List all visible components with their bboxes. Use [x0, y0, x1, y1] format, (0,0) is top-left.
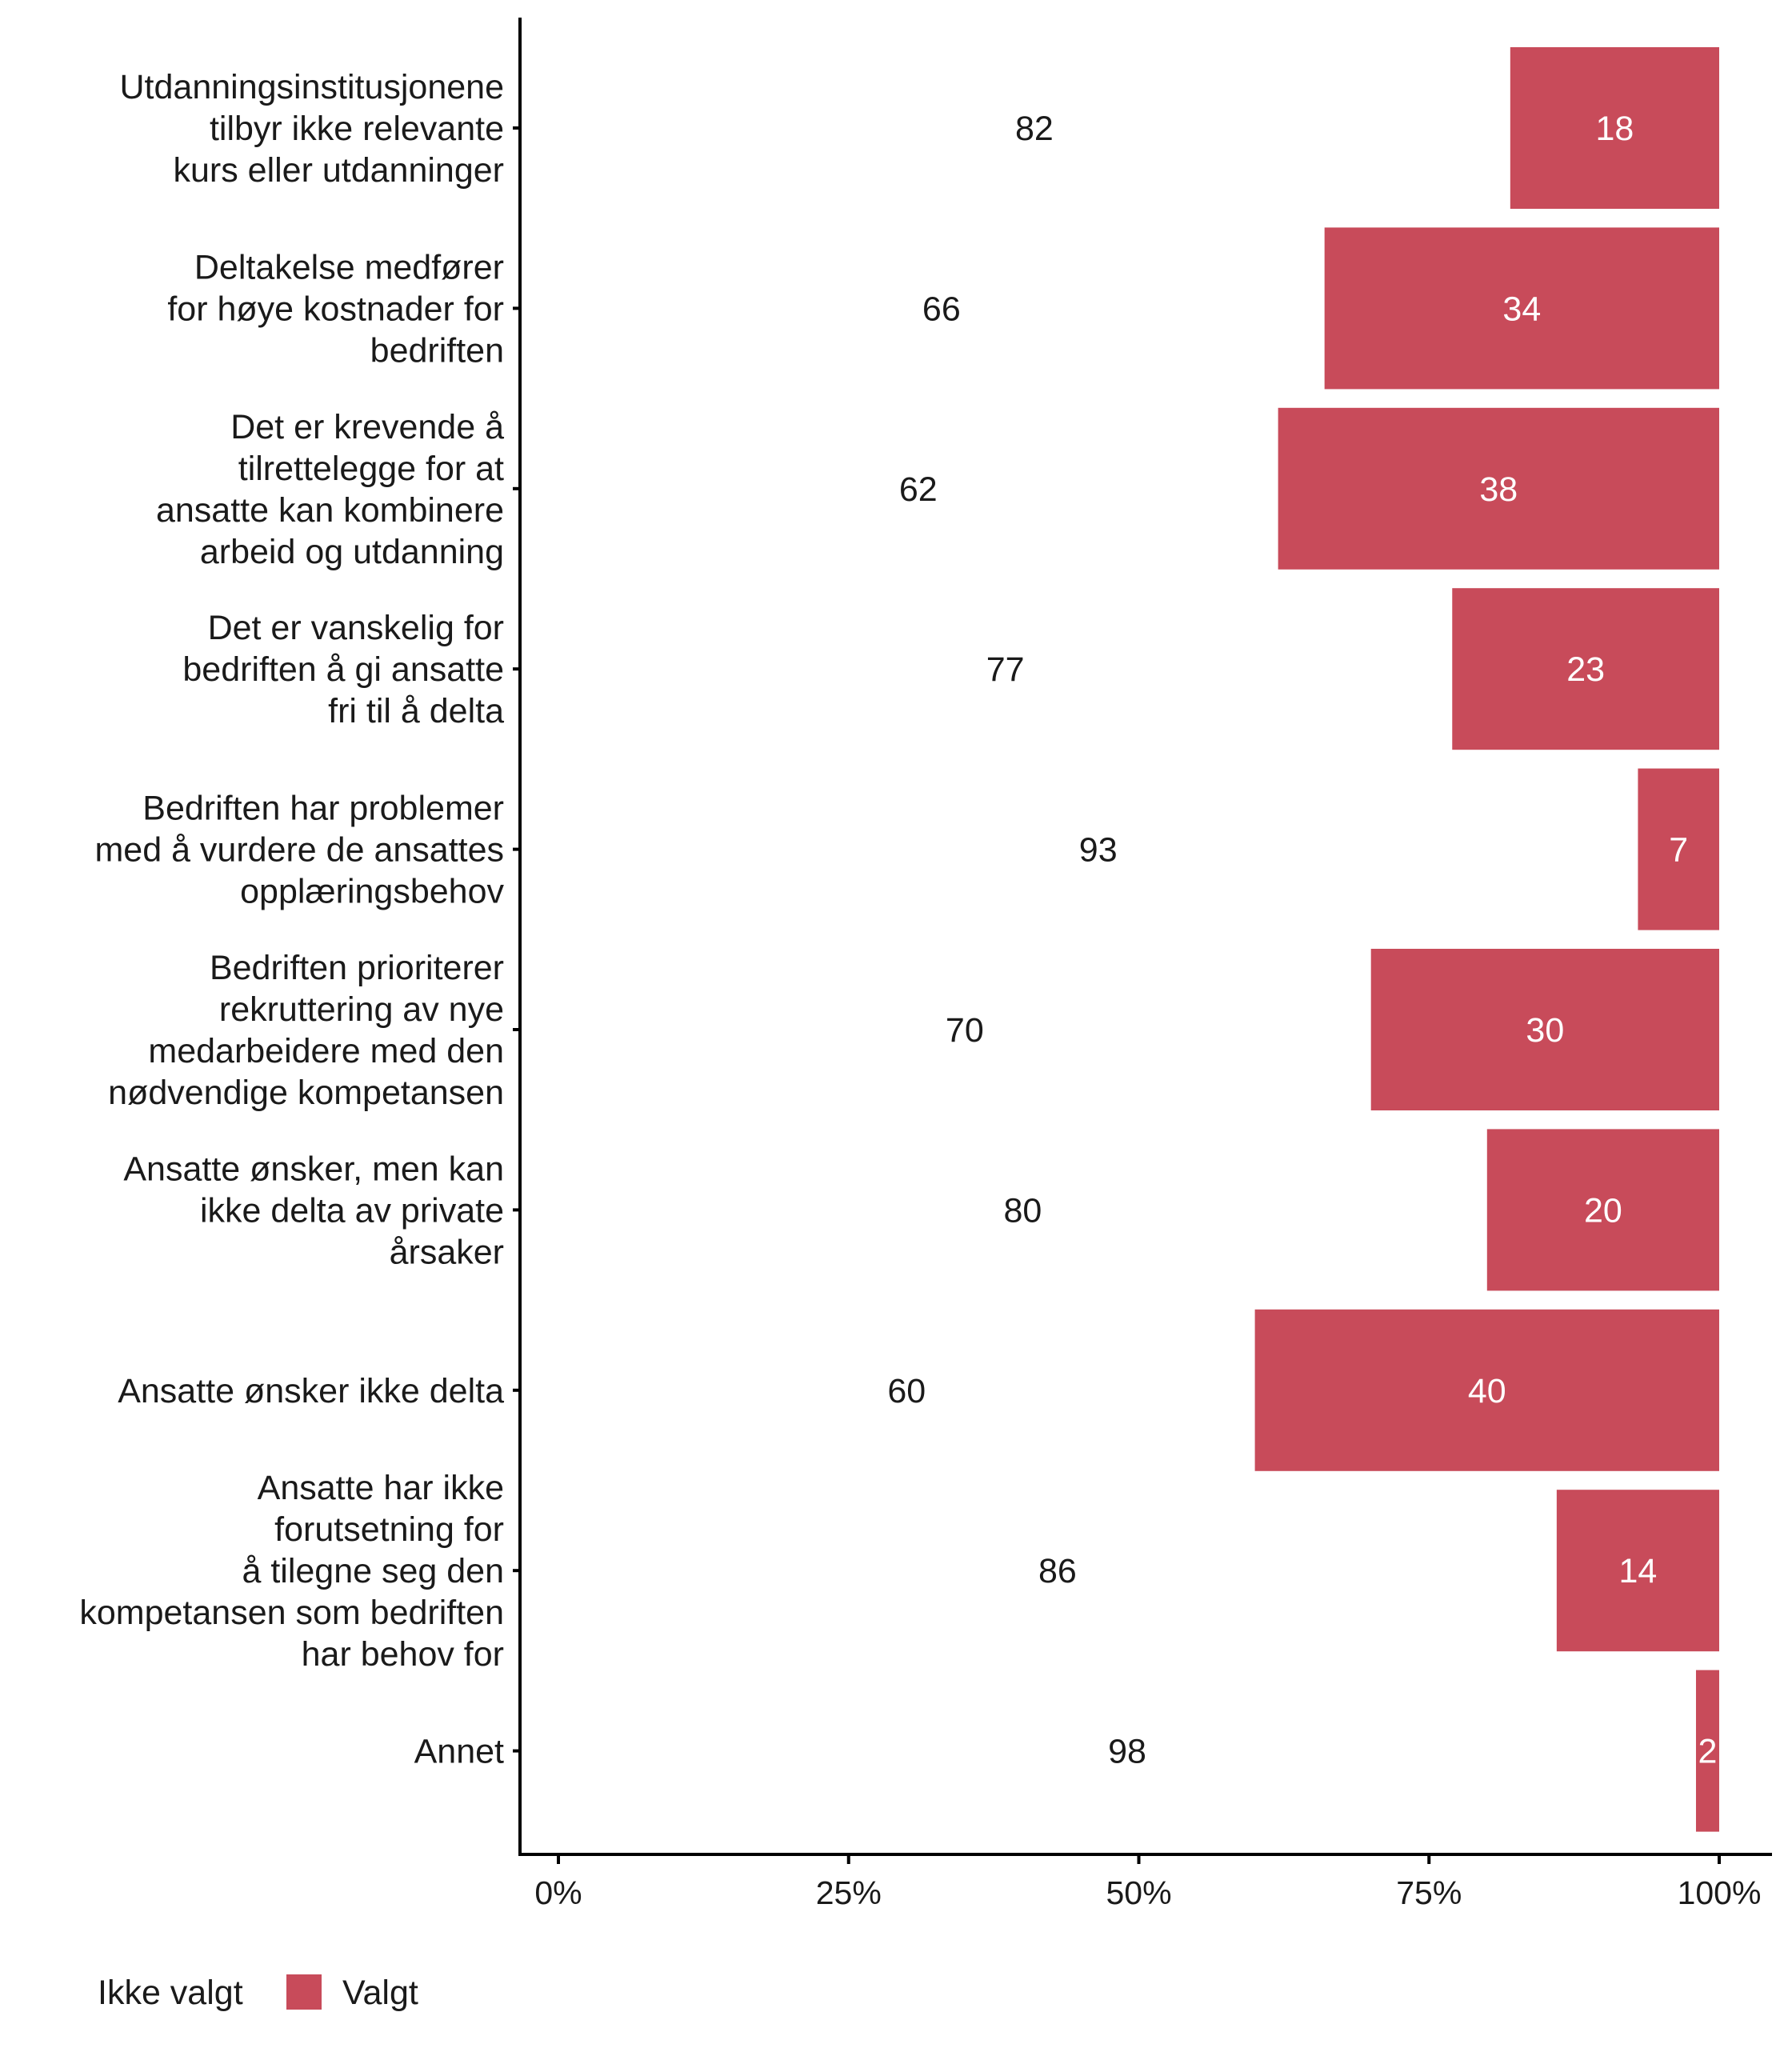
legend-label-valgt: Valgt [342, 1974, 418, 2012]
bar-valgt [1324, 227, 1719, 390]
bar-valgt [1452, 588, 1719, 750]
x-tick-label: 50% [1106, 1874, 1171, 1911]
bar-valgt [1510, 47, 1719, 209]
bar-valgt [1638, 768, 1719, 930]
value-label-valgt: 2 [1698, 1733, 1718, 1771]
legend-label-ikke-valgt: Ikke valgt [98, 1974, 243, 2012]
category-label: Ansatte ønsker ikke delta [118, 1372, 504, 1410]
x-tick-label: 25% [816, 1874, 882, 1911]
value-label-ikke-valgt: 77 [986, 650, 1025, 689]
value-label-ikke-valgt: 62 [899, 470, 938, 509]
category-label: Ansatte har ikke forutsetning for å tilegn… [79, 1469, 504, 1674]
value-label-ikke-valgt: 93 [1079, 831, 1118, 870]
value-label-ikke-valgt: 80 [1003, 1191, 1042, 1230]
value-label-valgt: 40 [1468, 1372, 1506, 1410]
bar-valgt [1278, 407, 1719, 570]
value-label-ikke-valgt: 98 [1108, 1733, 1146, 1771]
value-label-valgt: 7 [1669, 831, 1688, 870]
bar-valgt [1486, 1129, 1719, 1291]
value-label-ikke-valgt: 70 [946, 1011, 984, 1050]
value-label-valgt: 18 [1595, 110, 1634, 148]
x-tick-label: 0% [534, 1874, 582, 1911]
legend-swatch-valgt [286, 1974, 322, 2010]
category-label: Bedriften prioriterer rekruttering av nye… [108, 949, 504, 1112]
bar-valgt [1556, 1490, 1719, 1652]
value-label-ikke-valgt: 86 [1038, 1552, 1077, 1590]
value-label-ikke-valgt: 66 [922, 290, 961, 328]
value-label-valgt: 30 [1526, 1011, 1564, 1050]
value-label-ikke-valgt: 60 [887, 1372, 926, 1410]
bar-valgt [1695, 1670, 1719, 1832]
bar-valgt [1254, 1309, 1719, 1471]
value-label-valgt: 20 [1584, 1191, 1622, 1230]
value-label-ikke-valgt: 82 [1015, 110, 1054, 148]
category-label: Utdanningsinstitusjonene tilbyr ikke rele… [120, 68, 505, 190]
category-label: Ansatte ønsker, men kan ikke delta av pri… [123, 1150, 504, 1271]
bar-valgt [1370, 949, 1719, 1110]
value-label-valgt: 38 [1479, 470, 1518, 509]
value-label-valgt: 14 [1619, 1552, 1658, 1590]
value-label-valgt: 23 [1566, 650, 1605, 689]
category-label: Det er vanskelig for bedriften å gi ansat… [182, 609, 504, 730]
category-label: Bedriften har problemer med å vurdere de … [94, 790, 504, 911]
category-label: Det er krevende å tilrettelegge for at ans… [156, 408, 504, 571]
category-label: Annet [414, 1733, 504, 1771]
value-label-valgt: 34 [1502, 290, 1541, 328]
category-label: Deltakelse medfører for høye kostnader fo… [167, 248, 504, 370]
x-tick-label: 75% [1396, 1874, 1462, 1911]
x-tick-label: 100% [1678, 1874, 1762, 1911]
